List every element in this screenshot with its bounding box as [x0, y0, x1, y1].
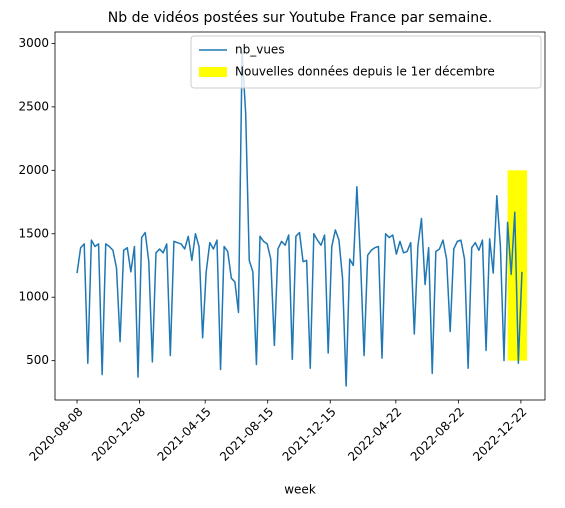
chart-title: Nb de vidéos postées sur Youtube France …: [108, 10, 492, 26]
data-line: [76, 51, 523, 387]
legend-label: nb_vues: [235, 43, 285, 57]
y-tick-label: 1000: [18, 290, 49, 304]
axes-frame: [54, 31, 546, 401]
x-tick-label: 2021-08-15: [217, 405, 276, 464]
x-tick-label: 2020-12-08: [89, 405, 148, 464]
highlight-region: [507, 170, 528, 361]
legend-label: Nouvelles données depuis le 1er décembre: [235, 65, 495, 79]
legend-box: [190, 35, 542, 89]
x-tick-label: 2020-08-08: [26, 405, 85, 464]
x-tick-label: 2022-12-22: [470, 405, 529, 464]
y-tick-label: 1500: [18, 226, 49, 240]
x-axis-label: week: [284, 483, 316, 497]
legend-swatch: [199, 67, 227, 77]
y-tick-label: 2000: [18, 163, 49, 177]
y-tick-label: 3000: [18, 36, 49, 50]
x-tick-label: 2022-04-22: [345, 405, 404, 464]
y-tick-label: 2500: [18, 99, 49, 113]
x-tick-label: 2022-08-22: [408, 405, 467, 464]
x-tick-label: 2021-04-15: [155, 405, 214, 464]
y-tick-label: 500: [26, 353, 49, 367]
x-tick-label: 2021-12-15: [280, 405, 339, 464]
